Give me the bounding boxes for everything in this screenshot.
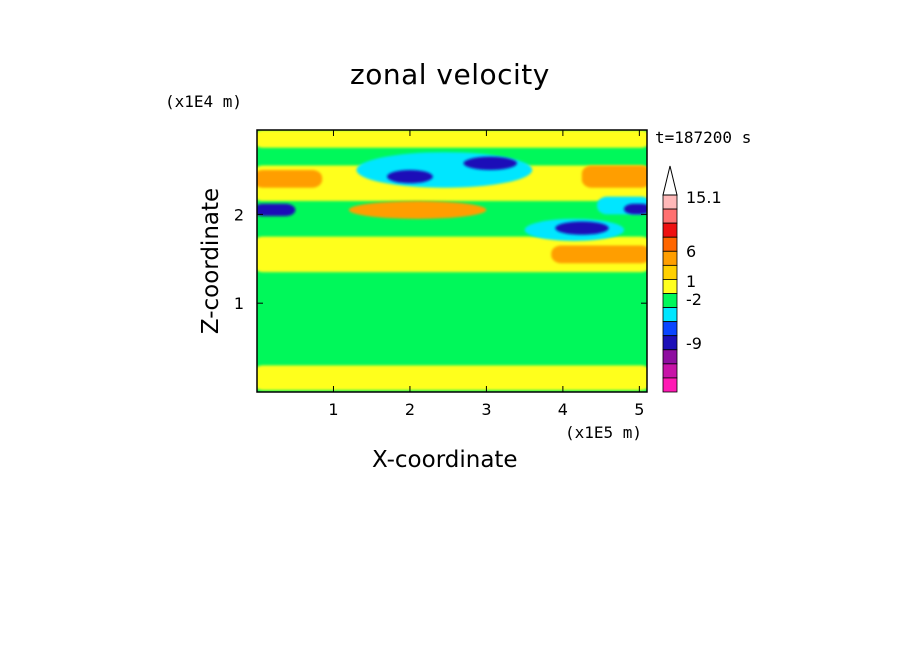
- contour-region-orange: [581, 165, 647, 188]
- y-axis-unit: (x1E4 m): [165, 92, 243, 111]
- colorbar-label: 1: [686, 272, 696, 291]
- contour-region-orange: [551, 245, 647, 264]
- x-tick-label: 5: [634, 400, 644, 419]
- colorbar: 15.1 6 1-2 -9: [662, 165, 722, 393]
- colorbar-segment: [662, 377, 678, 393]
- colorbar-segment: [662, 208, 678, 224]
- colorbar-segment: [662, 321, 678, 337]
- contour-region-yellow: [257, 130, 647, 148]
- contour-field: [257, 130, 647, 392]
- x-tick-label: 2: [405, 400, 415, 419]
- colorbar-label: -2: [686, 290, 702, 309]
- contour-region-blue: [257, 203, 296, 217]
- colorbar-label: 6: [686, 242, 696, 261]
- x-tick-label: 4: [558, 400, 568, 419]
- contour-region-orange: [348, 201, 487, 219]
- colorbar-extend-max: [662, 165, 678, 196]
- contour-region-blue: [463, 156, 517, 170]
- colorbar-segment: [662, 236, 678, 252]
- contour-region-blue: [623, 203, 647, 215]
- colorbar-segment: [662, 264, 678, 280]
- chart-title: zonal velocity: [350, 58, 550, 91]
- plot-frame: [256, 129, 648, 393]
- axes: 1 2 3 4 5 1 2: [234, 130, 647, 419]
- colorbar-segment: [662, 335, 678, 351]
- colorbar-segment: [662, 222, 678, 238]
- contour-region-orange: [257, 169, 323, 188]
- colorbar-label: 15.1: [686, 188, 722, 207]
- colorbar-segment: [662, 363, 678, 379]
- colorbar-segment: [662, 307, 678, 323]
- colorbar-segment: [662, 194, 678, 210]
- x-tick-label: 3: [481, 400, 491, 419]
- colorbar-segment: [662, 293, 678, 308]
- time-label: t=187200 s: [655, 128, 752, 147]
- contour-region-yellow: [257, 236, 647, 273]
- colorbar-segment: [662, 349, 678, 365]
- y-tick-label: 1: [234, 294, 244, 313]
- contour-region-cyan: [356, 152, 533, 188]
- colorbar-segment: [662, 250, 678, 266]
- y-tick-label: 2: [234, 205, 244, 224]
- x-axis-unit: (x1E5 m): [565, 423, 643, 442]
- colorbar-segment: [662, 279, 678, 294]
- x-tick-label: 1: [328, 400, 338, 419]
- colorbar-label: -9: [686, 334, 702, 353]
- contour-region-yellow: [257, 365, 647, 391]
- x-axis-label: X-coordinate: [372, 447, 518, 473]
- contour-region-blue: [555, 221, 609, 235]
- contour-region-blue: [387, 169, 433, 184]
